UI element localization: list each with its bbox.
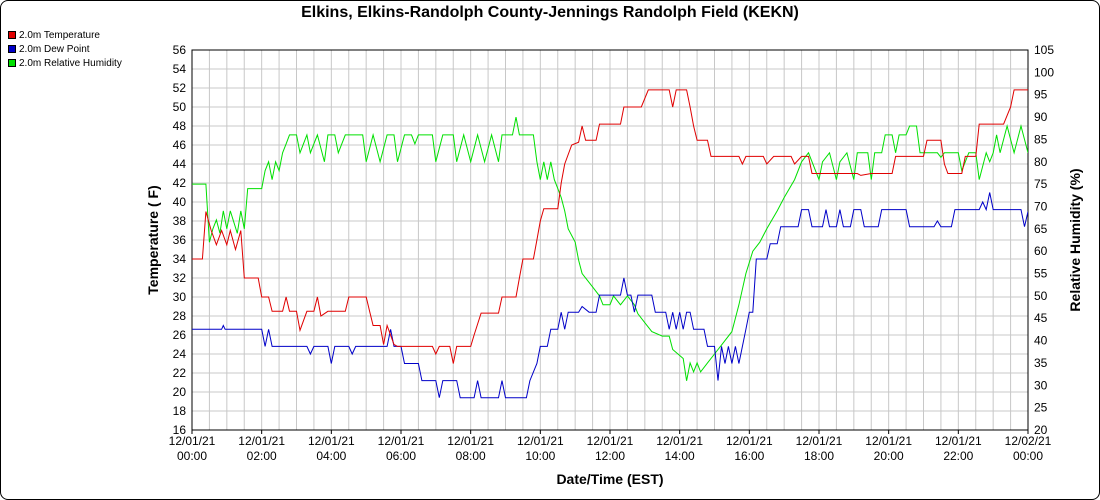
y-left-tick-label: 34 [173,252,187,266]
x-tick-time: 18:00 [804,449,834,463]
x-tick-time: 16:00 [734,449,764,463]
y-axis-right-ticks: 20 25 30 35 40 45 50 55 60 65 70 75 80 85 90 95 100 105 [1034,43,1054,437]
legend-label-relative-humidity: 2.0m Relative Humidity [19,57,122,69]
y-right-tick-label: 75 [1034,177,1048,191]
y-right-tick-label: 105 [1034,43,1054,57]
x-tick-time: 22:00 [943,449,973,463]
y-left-tick-label: 38 [173,214,187,228]
legend-label-dew-point: 2.0m Dew Point [19,43,90,55]
y-left-tick-label: 32 [173,271,187,285]
x-tick-date: 12/01/21 [935,434,982,448]
y-axis-right-label: Relative Humidity (%) [1067,168,1083,311]
y-left-tick-label: 56 [173,43,187,57]
y-left-tick-label: 42 [173,176,187,190]
y-left-tick-label: 16 [173,423,187,437]
y-left-tick-label: 22 [173,366,187,380]
x-axis-ticks: 12/01/2100:0012/01/2102:0012/01/2104:001… [169,430,1052,463]
x-tick-date: 12/01/21 [517,434,564,448]
y-left-tick-label: 26 [173,328,187,342]
legend-swatch-temperature [8,31,16,39]
x-tick-time: 02:00 [247,449,277,463]
y-right-tick-label: 65 [1034,222,1048,236]
y-axis-left-label: Temperature ( F) [145,185,161,294]
y-left-tick-label: 52 [173,81,187,95]
y-left-tick-label: 44 [173,157,187,171]
y-left-tick-label: 20 [173,385,187,399]
y-right-tick-label: 40 [1034,334,1048,348]
x-tick-date: 12/02/21 [1005,434,1052,448]
x-tick-time: 20:00 [874,449,904,463]
x-tick-date: 12/01/21 [447,434,494,448]
x-tick-date: 12/01/21 [865,434,912,448]
y-right-tick-label: 85 [1034,132,1048,146]
dew-point-line [192,192,1028,399]
x-tick-date: 12/01/21 [587,434,634,448]
x-tick-date: 12/01/21 [796,434,843,448]
legend-swatch-relative-humidity [8,59,16,67]
x-tick-time: 10:00 [525,449,555,463]
legend-swatch-dew-point [8,45,16,53]
x-tick-time: 14:00 [665,449,695,463]
y-left-tick-label: 24 [173,347,187,361]
chart-title: Elkins, Elkins-Randolph County-Jennings … [301,4,799,21]
x-axis-label: Date/Time (EST) [556,471,663,487]
y-left-tick-label: 54 [173,62,187,76]
y-right-tick-label: 25 [1034,401,1048,415]
temperature-line [192,89,1028,364]
y-left-tick-label: 18 [173,404,187,418]
y-right-tick-label: 55 [1034,267,1048,281]
legend-item-relative-humidity: 2.0m Relative Humidity [8,56,122,70]
legend-label-temperature: 2.0m Temperature [19,29,100,41]
y-right-tick-label: 35 [1034,356,1048,370]
y-right-tick-label: 95 [1034,88,1048,102]
y-right-tick-label: 45 [1034,311,1048,325]
y-right-tick-label: 70 [1034,199,1048,213]
legend-item-dew-point: 2.0m Dew Point [8,42,122,56]
series-layer [192,89,1028,399]
y-left-tick-label: 30 [173,290,187,304]
x-tick-date: 12/01/21 [238,434,285,448]
x-tick-date: 12/01/21 [308,434,355,448]
x-tick-date: 12/01/21 [726,434,773,448]
y-right-tick-label: 50 [1034,289,1048,303]
relative-humidity-line [192,117,1028,381]
x-tick-time: 00:00 [177,449,207,463]
y-right-tick-label: 100 [1034,65,1054,79]
y-left-tick-label: 46 [173,138,187,152]
y-axis-left-ticks: 16 18 20 22 24 26 28 30 32 34 36 38 40 42 44 46 48 50 52 54… [173,43,187,437]
x-tick-time: 04:00 [316,449,346,463]
x-tick-time: 00:00 [1013,449,1043,463]
x-tick-date: 12/01/21 [169,434,216,448]
x-tick-time: 08:00 [456,449,486,463]
x-tick-time: 06:00 [386,449,416,463]
y-right-tick-label: 90 [1034,110,1048,124]
x-tick-date: 12/01/21 [656,434,703,448]
y-right-tick-label: 20 [1034,423,1048,437]
y-left-tick-label: 50 [173,100,187,114]
chart-legend: 2.0m Temperature 2.0m Dew Point 2.0m Rel… [8,28,122,70]
y-left-tick-label: 48 [173,119,187,133]
x-tick-date: 12/01/21 [378,434,425,448]
x-tick-time: 12:00 [595,449,625,463]
y-right-tick-label: 60 [1034,244,1048,258]
y-left-tick-label: 28 [173,309,187,323]
grid-lines [191,49,1029,431]
y-left-tick-label: 40 [173,195,187,209]
y-left-tick-label: 36 [173,233,187,247]
y-right-tick-label: 80 [1034,155,1048,169]
legend-item-temperature: 2.0m Temperature [8,28,122,42]
y-right-tick-label: 30 [1034,378,1048,392]
